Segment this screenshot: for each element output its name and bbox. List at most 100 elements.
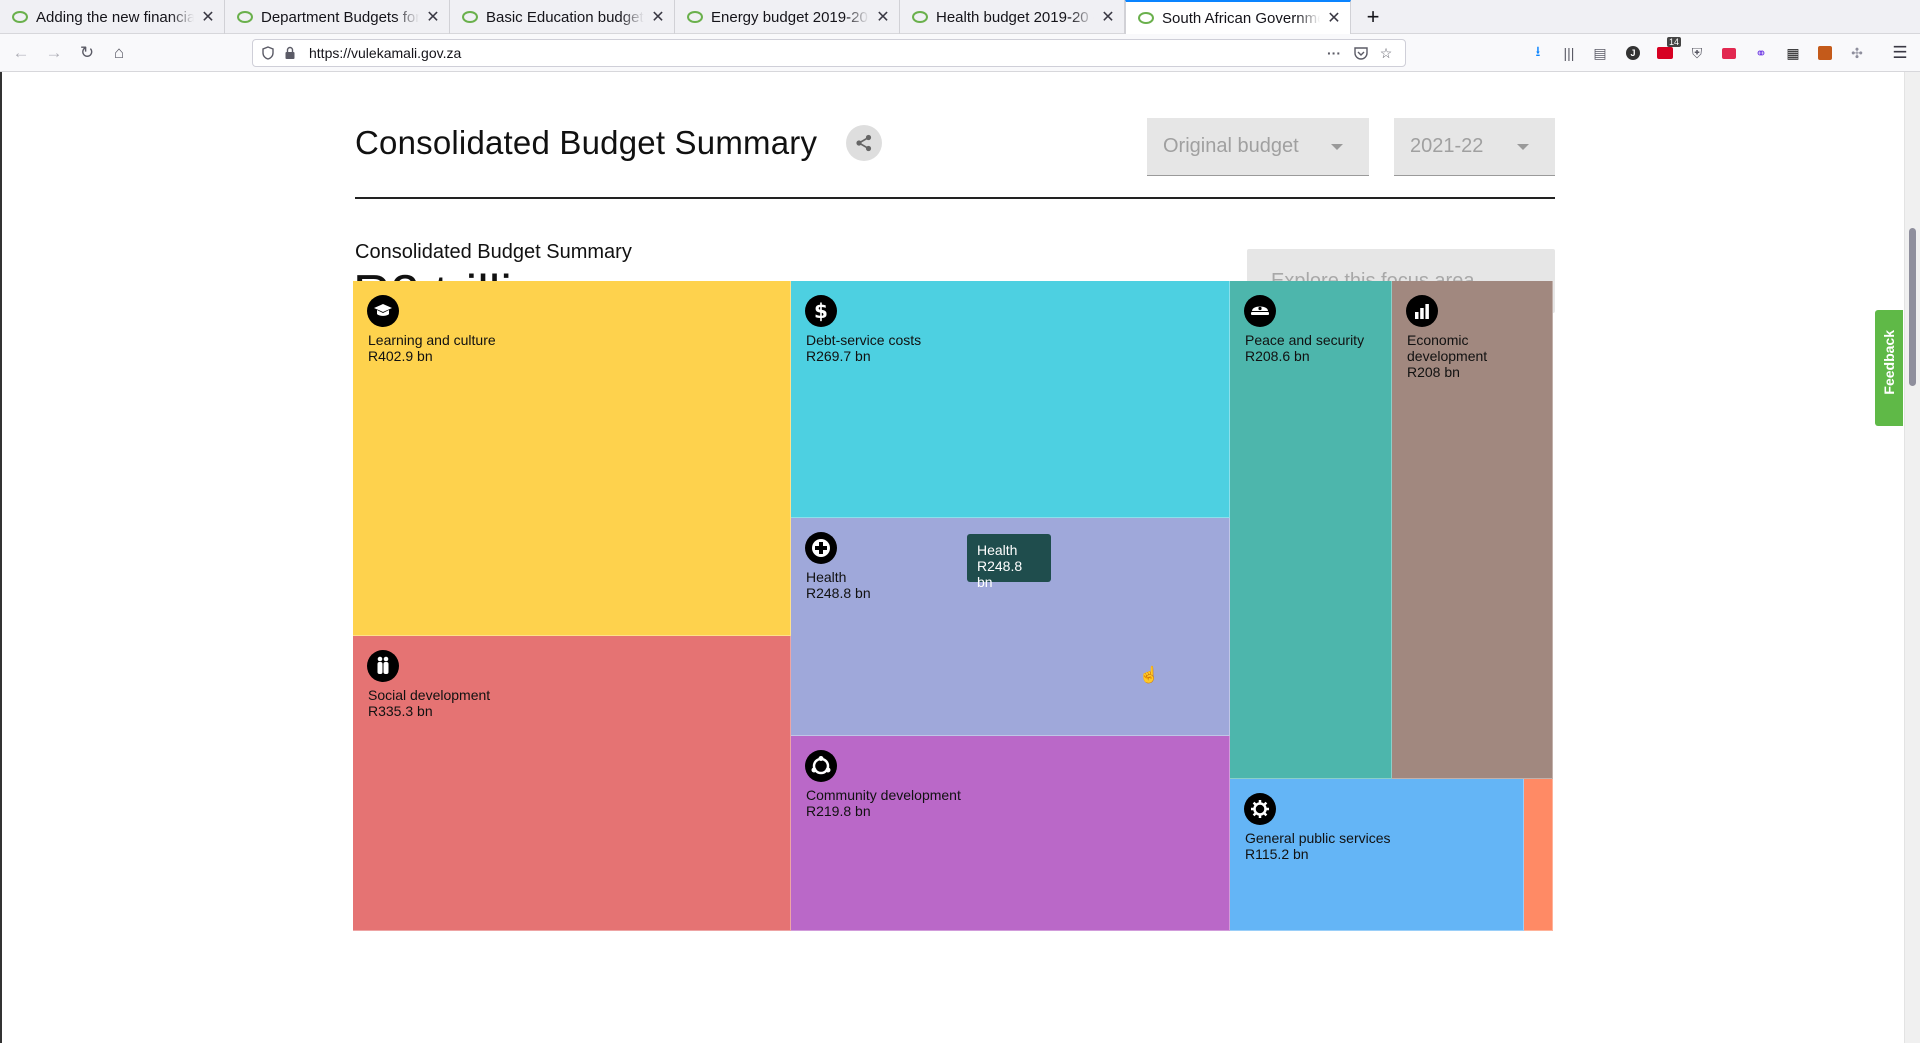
treemap-cell-unlabeled[interactable] xyxy=(1524,779,1553,931)
bar-chart-icon xyxy=(1406,295,1438,327)
cell-label: Community development xyxy=(806,787,961,803)
tab-title: Adding the new financial xyxy=(36,8,194,26)
treemap-cell-community-development[interactable]: Community development R219.8 bn xyxy=(791,736,1230,931)
cell-label: Debt-service costs xyxy=(806,332,922,348)
treemap-tooltip: Health R248.8 bn xyxy=(967,534,1051,590)
bookmark-star-icon[interactable]: ☆ xyxy=(1379,44,1393,61)
extension-camera-icon[interactable] xyxy=(1719,43,1739,63)
site-favicon-icon xyxy=(12,11,28,23)
shield-icon[interactable] xyxy=(259,44,277,62)
tooltip-name: Health xyxy=(977,542,1018,558)
family-icon xyxy=(367,650,399,682)
tab-title: Basic Education budget 2 xyxy=(486,8,644,26)
dollar-icon: $ xyxy=(805,295,837,327)
extension-link-icon[interactable]: ⚭ xyxy=(1755,44,1767,61)
share-icon xyxy=(856,134,872,152)
extension-j-icon[interactable]: J xyxy=(1623,43,1643,63)
treemap-cell-economic-development[interactable]: Economic development R208 bn xyxy=(1392,281,1553,779)
scrollbar-thumb[interactable] xyxy=(1909,228,1916,386)
cell-label: Peace and security xyxy=(1245,332,1365,348)
police-cap-icon xyxy=(1244,295,1276,327)
tab-bar: Adding the new financial ✕ Department Bu… xyxy=(0,0,1920,34)
cell-amount: R208.6 bn xyxy=(1245,348,1310,364)
focus-area-label: Consolidated Budget Summary xyxy=(355,241,632,263)
cell-amount: R269.7 bn xyxy=(806,348,871,364)
treemap-cell-learning-and-culture[interactable]: Learning and culture R402.9 bn xyxy=(353,281,791,636)
site-favicon-icon xyxy=(687,11,703,23)
cell-amount: R335.3 bn xyxy=(368,703,433,719)
sidebar-icon[interactable]: ▤ xyxy=(1593,44,1607,61)
browser-tab[interactable]: Department Budgets for ✕ xyxy=(225,0,450,34)
extension-puzzle-icon[interactable]: ✣ xyxy=(1851,44,1863,61)
budget-treemap: Learning and culture R402.9 bn Social de… xyxy=(353,281,1553,931)
site-favicon-icon xyxy=(237,11,253,23)
close-icon[interactable]: ✕ xyxy=(201,9,215,26)
new-tab-button[interactable]: + xyxy=(1366,4,1380,29)
extension-badge-icon[interactable]: 14 xyxy=(1655,37,1682,63)
treemap-cell-social-development[interactable]: Social development R335.3 bn xyxy=(353,636,791,931)
close-icon[interactable]: ✕ xyxy=(1101,9,1115,26)
cell-amount: R219.8 bn xyxy=(806,803,871,819)
extension-shield-icon[interactable]: ⛨ xyxy=(1691,44,1703,61)
cell-amount: R208 bn xyxy=(1407,364,1460,380)
extension-orange-icon[interactable] xyxy=(1815,43,1835,63)
site-favicon-icon xyxy=(912,11,928,23)
library-icon[interactable]: ||| xyxy=(1563,45,1575,61)
gear-icon xyxy=(1244,793,1276,825)
home-icon[interactable]: ⌂ xyxy=(113,43,125,62)
hand-cursor-icon: ☝ xyxy=(1139,667,1159,684)
header-divider xyxy=(355,197,1555,199)
feedback-button[interactable]: Feedback xyxy=(1875,310,1903,426)
graduation-cap-icon xyxy=(367,295,399,327)
reload-icon[interactable]: ↻ xyxy=(79,43,95,62)
cell-amount: R248.8 bn xyxy=(806,585,871,601)
treemap-cell-peace-and-security[interactable]: Peace and security R208.6 bn xyxy=(1230,281,1392,779)
cell-amount: R402.9 bn xyxy=(368,348,433,364)
extension-badge-count: 14 xyxy=(1667,37,1682,47)
tab-title: Department Budgets for xyxy=(261,8,419,26)
treemap-cell-debt-service-costs[interactable]: $ Debt-service costs R269.7 bn xyxy=(791,281,1230,518)
browser-tab[interactable]: Energy budget 2019-20 - ✕ xyxy=(675,0,900,34)
medical-cross-icon xyxy=(805,532,837,564)
url-text: https://vulekamali.gov.za xyxy=(309,45,462,61)
community-icon xyxy=(805,750,837,782)
close-icon[interactable]: ✕ xyxy=(651,9,665,26)
page-scrollbar[interactable] xyxy=(1904,72,1920,1043)
url-bar[interactable]: https://vulekamali.gov.za ··· ☆ xyxy=(252,39,1406,67)
tab-title: Energy budget 2019-20 - xyxy=(711,8,869,26)
download-icon[interactable]: ⭳ xyxy=(1535,43,1541,59)
forward-arrow-icon[interactable]: → xyxy=(45,43,63,62)
tab-title: Health budget 2019-20 - xyxy=(936,8,1094,26)
browser-tab[interactable]: Health budget 2019-20 - ✕ xyxy=(900,0,1125,34)
close-icon[interactable]: ✕ xyxy=(876,9,890,26)
back-arrow-icon[interactable]: ← xyxy=(12,43,30,62)
budget-type-value: Original budget xyxy=(1163,135,1299,157)
close-icon[interactable]: ✕ xyxy=(426,9,440,26)
cell-label: Economic development xyxy=(1407,332,1488,364)
share-button[interactable] xyxy=(846,125,882,161)
cell-label: Health xyxy=(806,569,847,585)
feedback-label: Feedback xyxy=(1881,330,1897,395)
year-value: 2021-22 xyxy=(1410,135,1484,157)
budget-type-select[interactable]: Original budget xyxy=(1147,118,1369,176)
cell-label: Social development xyxy=(368,687,491,703)
hamburger-menu-icon[interactable]: ☰ xyxy=(1892,43,1908,62)
tab-title: South African Governme xyxy=(1162,9,1320,27)
more-actions-icon[interactable]: ··· xyxy=(1327,45,1341,61)
pocket-icon[interactable] xyxy=(1352,44,1370,62)
year-select[interactable]: 2021-22 xyxy=(1394,118,1555,176)
extension-grid-icon[interactable]: ▦ xyxy=(1786,44,1800,61)
chevron-down-icon xyxy=(1331,144,1343,150)
tooltip-amount: R248.8 bn xyxy=(977,558,1023,590)
site-favicon-icon xyxy=(1138,12,1154,24)
browser-tab-active[interactable]: South African Governme ✕ xyxy=(1125,0,1351,34)
chevron-down-icon xyxy=(1517,144,1529,150)
page-title: Consolidated Budget Summary xyxy=(355,124,818,161)
site-favicon-icon xyxy=(462,11,478,23)
browser-tab[interactable]: Adding the new financial ✕ xyxy=(0,0,225,34)
cell-label: Learning and culture xyxy=(368,332,496,348)
browser-tab[interactable]: Basic Education budget 2 ✕ xyxy=(450,0,675,34)
lock-icon[interactable] xyxy=(281,44,299,62)
treemap-cell-general-public-services[interactable]: General public services R115.2 bn xyxy=(1230,779,1524,931)
close-icon[interactable]: ✕ xyxy=(1327,10,1341,27)
